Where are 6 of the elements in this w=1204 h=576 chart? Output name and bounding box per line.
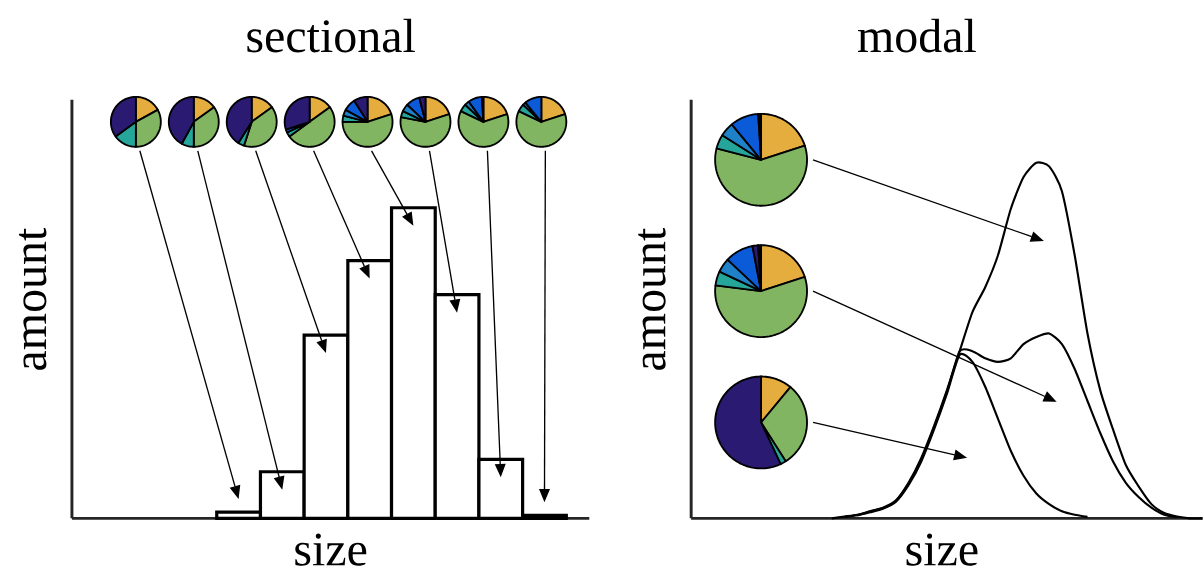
- x-axis-title: size: [906, 533, 978, 566]
- chart-title: modal: [857, 18, 976, 53]
- y-axis-title: amount: [18, 227, 47, 370]
- y-axis-title: amount: [638, 227, 666, 370]
- x-axis-title: size: [295, 533, 367, 566]
- chart-title: sectional: [247, 18, 415, 53]
